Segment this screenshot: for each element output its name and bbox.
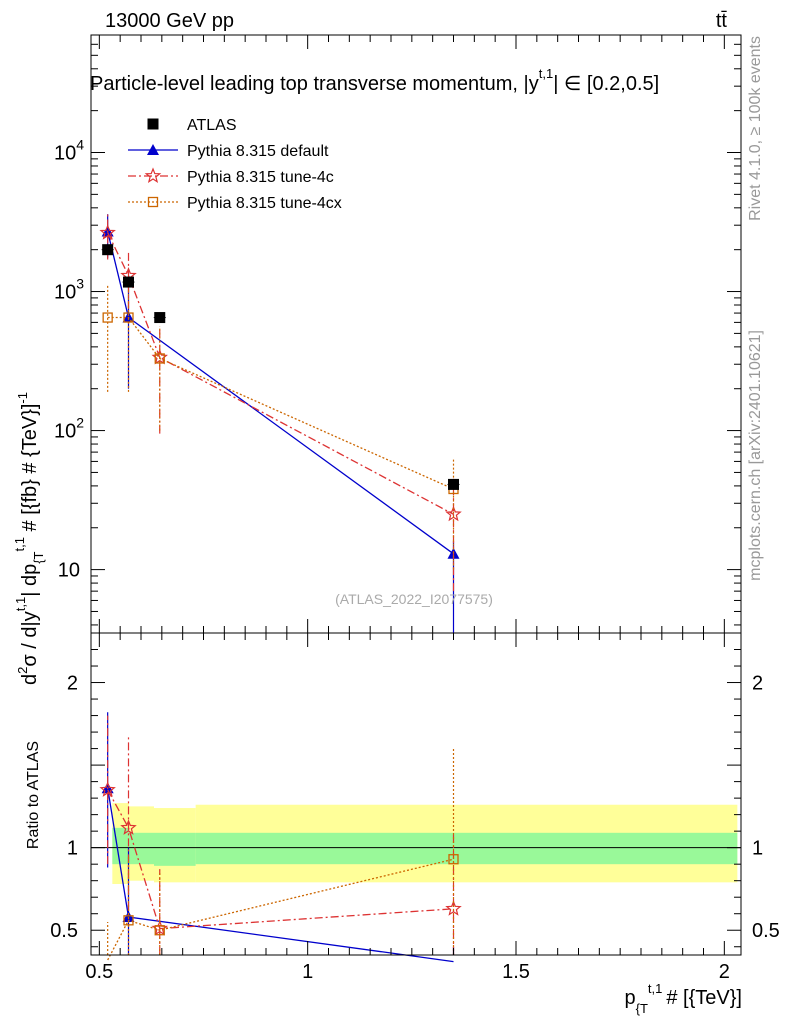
y-tick-label-exp: 3 [76,276,84,292]
ratio-band-inner [112,827,129,865]
process-label: tt̄ [716,10,728,32]
y-tick-label-exp: 4 [76,136,84,152]
chart-title-tail: | ∈ [0.2,0.5] [553,73,659,95]
ratio-y-tick-label: 2 [67,673,78,695]
pythia-8-315-tune-4c-line [107,232,454,515]
chart-title: Particle-level leading top transverse mo… [90,66,659,95]
y-tick-label-base: 10 [54,142,76,164]
y-tick-label: 10 [58,560,80,582]
pythia-8-315-tune-4c-ratio-point [120,819,137,835]
x-tick-label: 0.5 [85,961,113,983]
y-tick-label: 104 [54,136,84,164]
legend-label-pythia-8-315-default: Pythia 8.315 default [187,143,329,160]
pythia-8-315-tune-4cx-point [154,353,165,364]
ratio-frame [90,632,742,956]
y-tick-label: 103 [54,276,84,304]
mcplots-label: mcplots.cern.ch [arXiv:2401.10621] [747,330,764,581]
pythia-8-315-tune-4c-ratio-point [99,781,116,797]
legend-marker-pythia-8-315-default [147,144,159,155]
x-tick-label: 2 [719,961,730,983]
ratio-y-tick-label: 1 [67,838,78,860]
atlas-data-point [123,276,134,288]
chart-title-main: Particle-level leading top transverse mo… [90,73,539,95]
analysis-watermark: (ATLAS_2022_I2077575) [335,591,493,607]
pythia-8-315-default-ratio-point [122,911,135,923]
atlas-data-point [448,478,459,490]
legend-label-pythia-8-315-tune-4c: Pythia 8.315 tune-4c [187,169,334,186]
ratio-y-axis-label: Ratio to ATLAS [25,741,42,849]
pythia-8-315-tune-4cx-ratio-line [107,858,454,961]
ratio-uncertainty-band [112,803,738,884]
ratio-band-inner [154,832,196,866]
ratio-panel: 0.5 0.5 1 1 2 2 0.5 1 1.5 2 [50,632,780,983]
atlas-data-point [102,244,114,256]
pythia-8-315-tune-4cx-ratio-point [154,925,165,936]
y-tick-label-base: 10 [54,282,76,304]
ratio-band-inner [195,832,738,865]
y-label-part4: # [{fb} # {TeV}] [19,404,41,537]
x-label-tail: # [{TeV}] [666,987,742,1009]
rivet-label: Rivet 4.1.0, ≥ 100k events [747,36,764,221]
ratio-y-tick-label-right: 0.5 [752,920,780,942]
ratio-axis-ticks: 0.5 0.5 1 1 2 2 0.5 1 1.5 2 [50,632,780,983]
y-label-part1: d [19,674,41,685]
x-tick-label: 1 [302,961,313,983]
legend-marker-pythia-8-315-tune-4c [144,167,162,184]
pythia-8-315-tune-4cx-point [123,312,134,323]
ratio-y-tick-label: 0.5 [50,920,78,942]
y-label-sup4: -1 [15,392,30,404]
pythia-8-315-tune-4cx-ratio-point [123,915,134,926]
y-tick-label: 102 [54,415,84,443]
x-tick-label: 1.5 [502,961,530,983]
legend-marker-atlas [147,118,159,130]
y-label-sup3: t,1 [12,537,27,551]
pythia-8-315-tune-4cx-ratio-point [448,854,459,865]
legend: ATLAS Pythia 8.315 default Pythia 8.315 tu… [128,117,342,212]
x-label-sup: t,1 [648,981,662,996]
pythia-8-315-tune-4c-ratio-line [107,789,454,930]
atlas-data-point [154,312,166,324]
x-axis-label: p{Tt,1 # [{TeV}] [624,981,742,1016]
ratio-band-inner [129,832,154,865]
y-tick-label-exp: 2 [76,415,84,431]
y-tick-label-base: 10 [54,421,76,443]
y-label-sub3: {T [31,551,46,563]
x-label-main: p [624,987,635,1009]
legend-label-atlas: ATLAS [187,117,237,134]
y-label-part2: σ / d|y [19,611,41,666]
pythia-8-315-tune-4cx-line [107,316,454,490]
ratio-y-tick-label-right: 1 [752,838,763,860]
legend-marker-pythia-8-315-tune-4cx [147,196,159,208]
y-axis-label: d2σ / d|yt,1| dp{Tt,1 # [{fb} # {TeV}]-1 [12,392,46,685]
chart-title-sup: t,1 [539,66,553,81]
pythia-8-315-tune-4cx-point [102,312,113,323]
legend-label-pythia-8-315-tune-4cx: Pythia 8.315 tune-4cx [187,195,342,212]
y-label-sup1: 2 [15,667,30,674]
pythia-8-315-tune-4c-point [99,224,116,240]
x-label-sub: {T [636,1001,648,1016]
energy-label: 13000 GeV pp [105,10,234,32]
pythia-8-315-tune-4c-ratio-point [445,900,462,916]
y-label-part3: | dp [19,564,41,597]
y-label-sup2: t,1 [13,597,28,611]
main-series [99,214,462,633]
ratio-y-tick-label-right: 2 [752,673,763,695]
